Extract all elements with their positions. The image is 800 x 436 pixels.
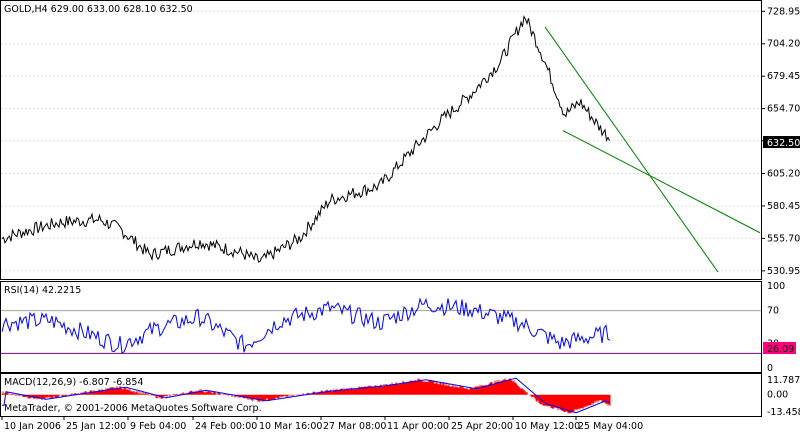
macd-label: MACD(12,26,9) -6.807 -6.854 xyxy=(4,377,143,388)
time-tick-label: 11 Apr 00:00 xyxy=(387,421,449,432)
price-chart-pane[interactable]: GOLD,H4 629.00 633.00 628.10 632.50 728.… xyxy=(0,0,800,281)
macd-plot-frame xyxy=(0,373,762,417)
price-series-line xyxy=(1,15,610,263)
rsi-series-line xyxy=(1,297,611,354)
price-tick-label: 728.95 xyxy=(767,6,800,17)
time-axis: 10 Jan 2006 25 Jan 12:00 9 Feb 04:00 24 Feb… xyxy=(0,417,800,433)
time-tick-label: 25 May 04:00 xyxy=(578,421,643,432)
time-tick-label: 27 Mar 08:00 xyxy=(323,421,386,432)
rsi-plot-frame xyxy=(0,281,762,373)
macd-tick-label: -13.458 xyxy=(767,407,800,417)
current-price-label: 632.50 xyxy=(767,138,800,149)
price-chart[interactable]: GOLD,H4 629.00 633.00 628.10 632.50 728.… xyxy=(0,0,800,281)
macd-axis: 11.787 0.00 -13.458 xyxy=(767,375,800,418)
macd-signal-line xyxy=(2,377,611,414)
current-price-box xyxy=(763,136,800,148)
price-tick-label: 679.45 xyxy=(767,71,800,82)
rsi-current-label: 26.09 xyxy=(767,344,794,355)
price-tick-label: 580.45 xyxy=(767,201,800,212)
time-tick-label: 25 Jan 12:00 xyxy=(66,421,126,432)
time-tick-label: 24 Feb 00:00 xyxy=(195,421,257,432)
trendline[interactable] xyxy=(544,26,719,273)
rsi-tick-label: 70 xyxy=(767,306,779,317)
macd-pane[interactable]: MACD(12,26,9) -6.807 -6.854 MetaTrader, … xyxy=(0,373,800,418)
macd-tick-label: 0.00 xyxy=(767,390,788,401)
time-tick-label: 9 Feb 04:00 xyxy=(130,421,186,432)
price-tick-label: 704.20 xyxy=(767,39,800,50)
rsi-tick-label: 100 xyxy=(767,281,785,292)
rsi-label: RSI(14) 42.2215 xyxy=(4,285,81,296)
price-plot-frame xyxy=(0,0,762,280)
trendline[interactable] xyxy=(562,130,761,234)
rsi-axis: 10070300 xyxy=(767,281,785,374)
rsi-current-box xyxy=(763,342,796,354)
time-tick-label: 10 Mar 16:00 xyxy=(259,421,322,432)
copyright-text: MetaTrader, © 2001-2006 MetaQuotes Softw… xyxy=(4,403,262,414)
price-tick-label: 530.95 xyxy=(767,266,800,277)
time-tick-label: 10 Jan 2006 xyxy=(4,421,61,432)
price-tick-label: 555.70 xyxy=(767,233,800,244)
macd-chart[interactable]: MACD(12,26,9) -6.807 -6.854 MetaTrader, … xyxy=(0,373,800,418)
price-tick-label: 605.20 xyxy=(767,169,800,180)
rsi-pane[interactable]: RSI(14) 42.2215 10070300 26.09 xyxy=(0,281,800,374)
trendlines[interactable] xyxy=(544,26,761,273)
macd-tick-label: 11.787 xyxy=(767,375,800,386)
time-tick-label: 25 Apr 20:00 xyxy=(451,421,513,432)
rsi-chart[interactable]: RSI(14) 42.2215 10070300 26.09 xyxy=(0,281,800,374)
chart-header: GOLD,H4 629.00 633.00 628.10 632.50 xyxy=(4,4,193,15)
time-tick-label: 10 May 12:00 xyxy=(515,421,580,432)
price-tick-label: 654.70 xyxy=(767,104,800,115)
rsi-tick-label: 0 xyxy=(767,363,773,373)
price-grid xyxy=(1,10,761,272)
